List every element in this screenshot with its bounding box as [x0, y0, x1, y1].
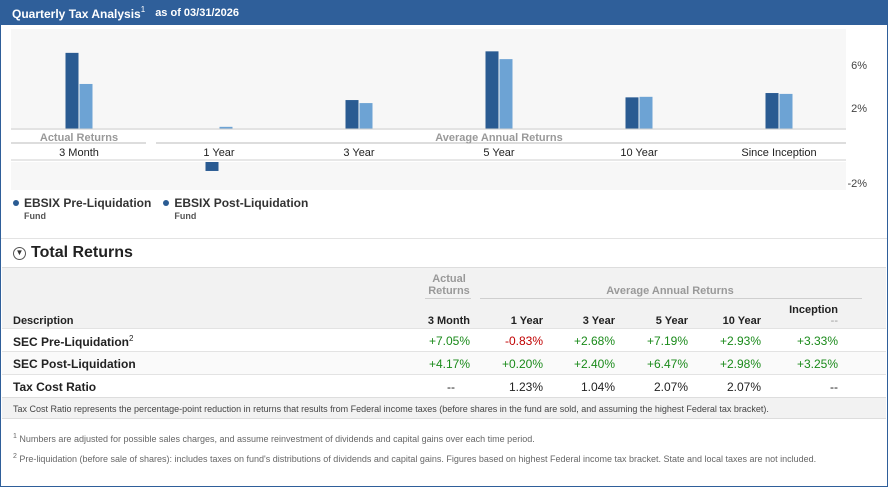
group-label-band: [11, 130, 846, 143]
tax-analysis-chart: Actual Returns Average Annual Returns 3 …: [1, 25, 887, 195]
col-5-year: 5 Year: [655, 315, 688, 327]
bar-pre-0[interactable]: [65, 52, 79, 129]
total-returns-table: Actual Returns Average Annual Returns De…: [2, 267, 886, 397]
legend-item-pre[interactable]: EBSIX Pre-Liquidation Fund: [13, 196, 151, 221]
category-label: Since Inception: [741, 147, 816, 159]
bar-post-2[interactable]: [359, 103, 373, 129]
cell-10-year: 2.07%: [726, 380, 761, 394]
bar-post-3[interactable]: [499, 59, 513, 129]
col-3-month: 3 Month: [427, 315, 470, 327]
cell-1-year: -0.83%: [504, 334, 543, 348]
bar-pre-1[interactable]: [205, 162, 219, 171]
cell-3-month: +4.17%: [428, 357, 470, 371]
tax-cost-ratio-note: Tax Cost Ratio represents the percentage…: [2, 397, 886, 419]
category-label: 3 Year: [343, 147, 375, 159]
chart-plot-area-lower: [11, 162, 846, 190]
legend-dot-icon: [13, 200, 19, 206]
panel-title-bar: Quarterly Tax Analysis1 as of 03/31/2026: [1, 1, 887, 25]
cell-1-year: +0.20%: [501, 357, 543, 371]
cell-5-year: +7.19%: [646, 334, 688, 348]
col-inception: Inception: [789, 304, 838, 316]
legend-sub-pre: Fund: [24, 211, 46, 221]
legend-label-pre: EBSIX Pre-Liquidation: [24, 196, 152, 210]
row-label: SEC Pre-Liquidation2: [13, 334, 134, 349]
y-tick-label: 6%: [851, 60, 867, 72]
title-footnote-marker: 1: [140, 4, 146, 14]
y-tick-label: -2%: [847, 178, 867, 190]
legend-label-post: EBSIX Post-Liquidation: [174, 196, 309, 210]
bar-post-4[interactable]: [639, 96, 653, 129]
bar-pre-3[interactable]: [485, 51, 499, 129]
y-tick-label: 2%: [851, 103, 867, 115]
table-row: SEC Pre-Liquidation2 +7.05% -0.83% +2.68…: [2, 328, 886, 351]
table-row: SEC Post-Liquidation +4.17% +0.20% +2.40…: [2, 351, 886, 374]
cell-10-year: +2.93%: [719, 334, 761, 348]
row-label: Tax Cost Ratio: [13, 380, 97, 394]
total-returns-title: Total Returns: [31, 244, 133, 261]
cell-10-year: +2.98%: [719, 357, 761, 371]
cell-5-year: 2.07%: [653, 380, 688, 394]
footnote-1: 1 Numbers are adjusted for possible sale…: [13, 433, 535, 444]
cell-3-year: 1.04%: [580, 380, 615, 394]
legend-sub-post: Fund: [174, 211, 197, 221]
footnote-2: 2 Pre-liquidation (before sale of shares…: [13, 453, 817, 464]
col-group-actual: Actual Returns: [428, 273, 470, 297]
table-header: Actual Returns Average Annual Returns De…: [2, 267, 886, 328]
category-label: 5 Year: [483, 147, 515, 159]
category-label: 1 Year: [203, 147, 235, 159]
row-label: SEC Post-Liquidation: [13, 357, 136, 371]
group-label-actual: Actual Returns: [40, 132, 118, 144]
cell-5-year: +6.47%: [646, 357, 688, 371]
legend-dot-icon: [163, 200, 170, 206]
col-1-year: 1 Year: [510, 315, 543, 327]
category-label: 10 Year: [620, 147, 658, 159]
col-inception-sub: --: [830, 315, 838, 327]
as-of-date: as of 03/31/2026: [155, 7, 239, 19]
chevron-down-icon[interactable]: ▼: [13, 246, 26, 260]
section-divider: [1, 238, 887, 239]
chart-legend: EBSIX Pre-Liquidation Fund EBSIX Post-Li…: [13, 196, 308, 221]
bar-pre-5[interactable]: [765, 93, 779, 129]
cell-3-month: --: [447, 380, 455, 394]
cell-3-year: +2.40%: [573, 357, 615, 371]
cell-3-year: +2.68%: [573, 334, 615, 348]
bar-post-5[interactable]: [779, 93, 793, 129]
legend-item-post[interactable]: EBSIX Post-Liquidation Fund: [163, 196, 308, 221]
panel-title: Quarterly Tax Analysis1: [12, 4, 146, 21]
actual-group-underline: [425, 298, 471, 299]
bar-pre-2[interactable]: [345, 100, 359, 129]
bar-pre-4[interactable]: [625, 97, 639, 129]
cell-3-month: +7.05%: [428, 334, 470, 348]
table-row: Tax Cost Ratio -- 1.23% 1.04% 2.07% 2.07…: [2, 374, 886, 397]
bar-post-1[interactable]: [219, 126, 233, 129]
cell-inception: +3.33%: [796, 334, 838, 348]
col-description: Description: [13, 315, 74, 327]
total-returns-header[interactable]: ▼ Total Returns: [13, 244, 133, 262]
col-10-year: 10 Year: [722, 315, 761, 327]
row-footnote-marker: 2: [129, 334, 134, 343]
category-label: 3 Month: [59, 147, 99, 159]
bar-post-0[interactable]: [79, 83, 93, 129]
chart-svg: Actual Returns Average Annual Returns 3 …: [11, 29, 867, 190]
cell-1-year: 1.23%: [508, 380, 543, 394]
group-label-average: Average Annual Returns: [435, 132, 563, 144]
cell-inception: +3.25%: [796, 357, 838, 371]
col-group-average: Average Annual Returns: [606, 285, 734, 297]
average-group-underline: [480, 298, 862, 299]
cell-inception: --: [830, 380, 838, 394]
chart-plot-area-upper: [11, 29, 846, 133]
col-3-year: 3 Year: [582, 315, 615, 327]
